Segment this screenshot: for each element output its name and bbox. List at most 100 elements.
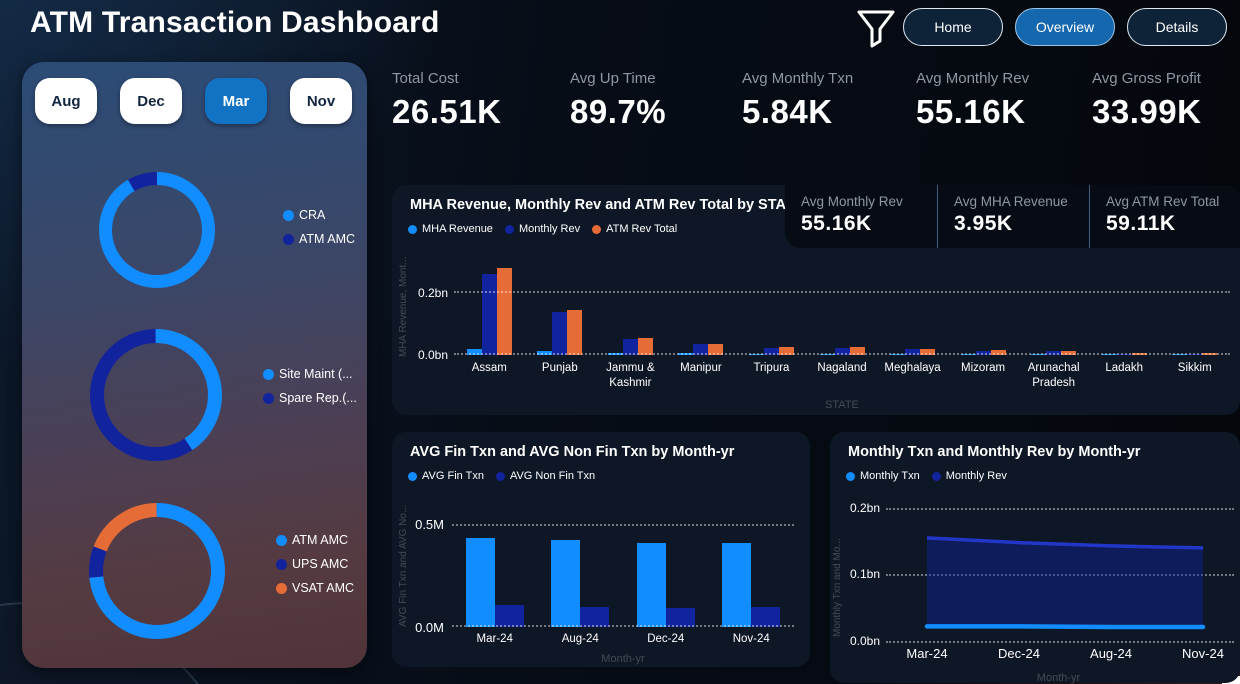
legend-item-mha-revenue[interactable]: MHA Revenue	[408, 223, 493, 235]
bar-mha-revenue[interactable]	[1031, 354, 1047, 355]
month-slicer: Aug Dec Mar Nov	[35, 78, 352, 124]
nav-button-details[interactable]: Details	[1127, 8, 1227, 46]
month-pill-mar[interactable]: Mar	[205, 78, 267, 124]
nav-button-home[interactable]: Home	[903, 8, 1003, 46]
bar-mha-revenue[interactable]	[466, 349, 482, 355]
bar-atm-rev-total[interactable]	[1131, 353, 1147, 355]
bar-mha-revenue[interactable]	[748, 354, 764, 355]
gridline-0-2bn-line	[886, 508, 1234, 510]
legend-dot-icon	[276, 534, 287, 546]
legend-item-vsat-amc[interactable]: VSAT AMC	[276, 581, 354, 595]
bar-monthly-rev[interactable]	[481, 274, 497, 355]
bar-avg-fin-txn[interactable]	[636, 543, 666, 627]
x-label-ladakh: Ladakh	[1105, 362, 1144, 374]
legend-label: Monthly Rev	[518, 223, 581, 235]
bar-avg-fin-txn[interactable]	[551, 540, 581, 627]
legend-item-monthly-rev[interactable]: Monthly Rev	[931, 470, 1007, 482]
bar-monthly-rev[interactable]	[1116, 354, 1132, 355]
x-label-nov-24: Nov-24	[732, 633, 770, 645]
bar-monthly-rev[interactable]	[1187, 354, 1203, 355]
donut-amc-slice-ups-amc[interactable]	[89, 503, 225, 639]
bar-avg-non-fin-txn[interactable]	[665, 608, 695, 627]
gridline-0-2bn	[454, 291, 1230, 293]
kpi-value: 33.99K	[1092, 93, 1202, 130]
legend-dot-icon	[408, 471, 417, 481]
bar-mha-revenue[interactable]	[607, 353, 623, 355]
bar-monthly-rev[interactable]	[693, 344, 709, 355]
legend-item-site-maint-[interactable]: Site Maint (...	[263, 367, 357, 381]
fin-y-axis-title: AVG Fin Txn and AVG No...	[398, 504, 409, 627]
bar-atm-rev-total[interactable]	[990, 350, 1006, 355]
fin-ytick-00: 0.0M	[415, 620, 444, 635]
legend-item-spare-rep-[interactable]: Spare Rep.(...	[263, 391, 357, 405]
bar-avg-non-fin-txn[interactable]	[751, 607, 781, 627]
state-x-labels: Assam Punjab Jammu & Kashmir Manipur Tripura…	[454, 361, 1230, 391]
bar-atm-rev-total[interactable]	[708, 344, 724, 355]
bar-monthly-rev[interactable]	[552, 312, 568, 355]
legend-label: Monthly Rev	[945, 470, 1007, 482]
legend-item-atm-amc[interactable]: ATM AMC	[276, 533, 354, 547]
bar-monthly-rev[interactable]	[834, 348, 850, 355]
bar-mha-revenue[interactable]	[1101, 354, 1117, 355]
bar-atm-rev-total[interactable]	[496, 268, 512, 355]
nav-button-overview[interactable]: Overview	[1015, 8, 1115, 46]
bar-monthly-rev[interactable]	[975, 351, 991, 355]
bar-avg-non-fin-txn[interactable]	[494, 605, 524, 627]
month-pill-nov[interactable]: Nov	[290, 78, 352, 124]
donut-maint[interactable]	[90, 329, 222, 461]
fin-chart-legend: AVG Fin Txn AVG Non Fin Txn	[408, 470, 595, 482]
legend-dot-icon	[592, 224, 602, 234]
kpi-label: Avg Monthly Rev	[916, 70, 1030, 87]
legend-item-monthly-rev[interactable]: Monthly Rev	[504, 223, 581, 235]
month-pill-aug[interactable]: Aug	[35, 78, 97, 124]
legend-item-ups-amc[interactable]: UPS AMC	[276, 557, 354, 571]
bar-mha-revenue[interactable]	[960, 354, 976, 355]
legend-label: ATM AMC	[292, 533, 349, 547]
legend-item-atm-rev-total[interactable]: ATM Rev Total	[592, 223, 677, 235]
donut-cra-slice-atm-amc[interactable]	[99, 172, 215, 288]
bar-atm-rev-total[interactable]	[920, 349, 936, 355]
bar-group-ladakh	[1089, 253, 1160, 355]
donut-cra-slice-cra[interactable]	[99, 172, 215, 288]
bar-atm-rev-total[interactable]	[1061, 351, 1077, 355]
legend-label: UPS AMC	[292, 557, 349, 571]
bar-monthly-rev[interactable]	[622, 339, 638, 355]
legend-item-cra[interactable]: CRA	[283, 208, 355, 222]
kpi-label: Avg Gross Profit	[1092, 70, 1201, 87]
legend-item-avg-fin-txn[interactable]: AVG Fin Txn	[408, 470, 484, 482]
legend-item-atm-amc[interactable]: ATM AMC	[283, 232, 355, 246]
bar-atm-rev-total[interactable]	[1202, 353, 1218, 355]
bar-group-punjab	[525, 253, 596, 355]
bar-atm-rev-total[interactable]	[778, 347, 794, 355]
bar-mha-revenue[interactable]	[537, 351, 553, 355]
bar-monthly-rev[interactable]	[763, 348, 779, 355]
bar-group-mizoram	[948, 253, 1019, 355]
legend-item-monthly-txn[interactable]: Monthly Txn	[846, 470, 920, 482]
monthly-rev-line[interactable]	[926, 536, 1204, 550]
bar-avg-non-fin-txn[interactable]	[580, 607, 610, 627]
bar-avg-fin-txn[interactable]	[465, 538, 495, 627]
bar-monthly-rev[interactable]	[1046, 351, 1062, 355]
legend-dot-icon	[495, 471, 505, 481]
fin-ytick-05: 0.5M	[415, 517, 444, 532]
legend-label: Site Maint (...	[279, 367, 353, 381]
donut-maint-slice-spare-rep-[interactable]	[90, 329, 222, 461]
donut-amc[interactable]	[89, 503, 225, 639]
bar-atm-rev-total[interactable]	[849, 347, 865, 355]
bar-atm-rev-total[interactable]	[567, 310, 583, 355]
bar-mha-revenue[interactable]	[819, 354, 835, 355]
bar-atm-rev-total[interactable]	[637, 338, 653, 355]
monthly-line-chart[interactable]	[882, 502, 1232, 642]
bar-monthly-rev[interactable]	[905, 349, 921, 355]
month-pill-dec[interactable]: Dec	[120, 78, 182, 124]
donut-cra[interactable]	[99, 172, 215, 288]
bar-mha-revenue[interactable]	[678, 353, 694, 355]
donut-amc-slice-vsat-amc[interactable]	[89, 503, 225, 639]
monthly-txn-line[interactable]	[924, 624, 1206, 630]
legend-item-avg-non-fin-txn[interactable]: AVG Non Fin Txn	[495, 470, 595, 482]
bar-avg-fin-txn[interactable]	[722, 543, 752, 627]
fin-txn-chart-panel: AVG Fin Txn and AVG Non Fin Txn by Month…	[392, 432, 810, 667]
bar-mha-revenue[interactable]	[1172, 354, 1188, 355]
bar-mha-revenue[interactable]	[890, 354, 906, 355]
filter-icon[interactable]	[855, 8, 897, 50]
